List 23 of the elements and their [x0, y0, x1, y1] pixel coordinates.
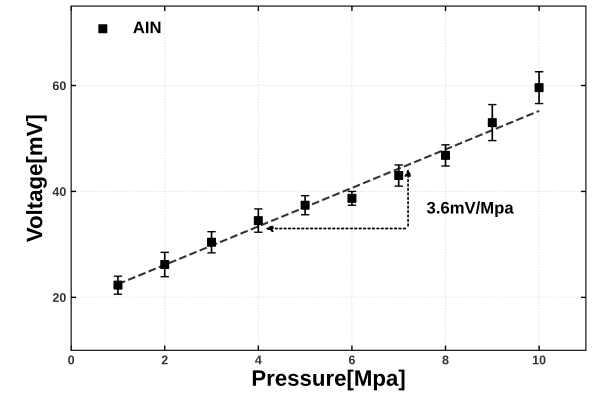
y-axis-title: Voltage[mV] [26, 115, 47, 242]
legend-label: AIN [133, 22, 160, 34]
x-tick-label: 8 [442, 356, 449, 364]
y-tick-label: 40 [52, 187, 66, 196]
annotation: 3.6mV/Mpa [426, 201, 514, 217]
x-tick-label: 4 [255, 356, 262, 364]
y-tick-label: 60 [52, 81, 66, 90]
point [441, 150, 450, 160]
point [160, 260, 170, 270]
point [254, 216, 263, 226]
point [488, 118, 497, 128]
x-tick-label: 6 [348, 356, 355, 364]
x-tick-label: 10 [532, 356, 546, 364]
x-tick-label: 2 [162, 356, 168, 364]
point [113, 280, 122, 290]
x-tick-label: 0 [68, 356, 74, 364]
point [347, 194, 356, 203]
x-axis-title: Pressure[Mpa] [252, 370, 404, 390]
point [534, 83, 544, 92]
point [300, 200, 310, 210]
y-tick-label: 20 [52, 293, 66, 302]
point [207, 238, 216, 247]
point [394, 171, 404, 180]
